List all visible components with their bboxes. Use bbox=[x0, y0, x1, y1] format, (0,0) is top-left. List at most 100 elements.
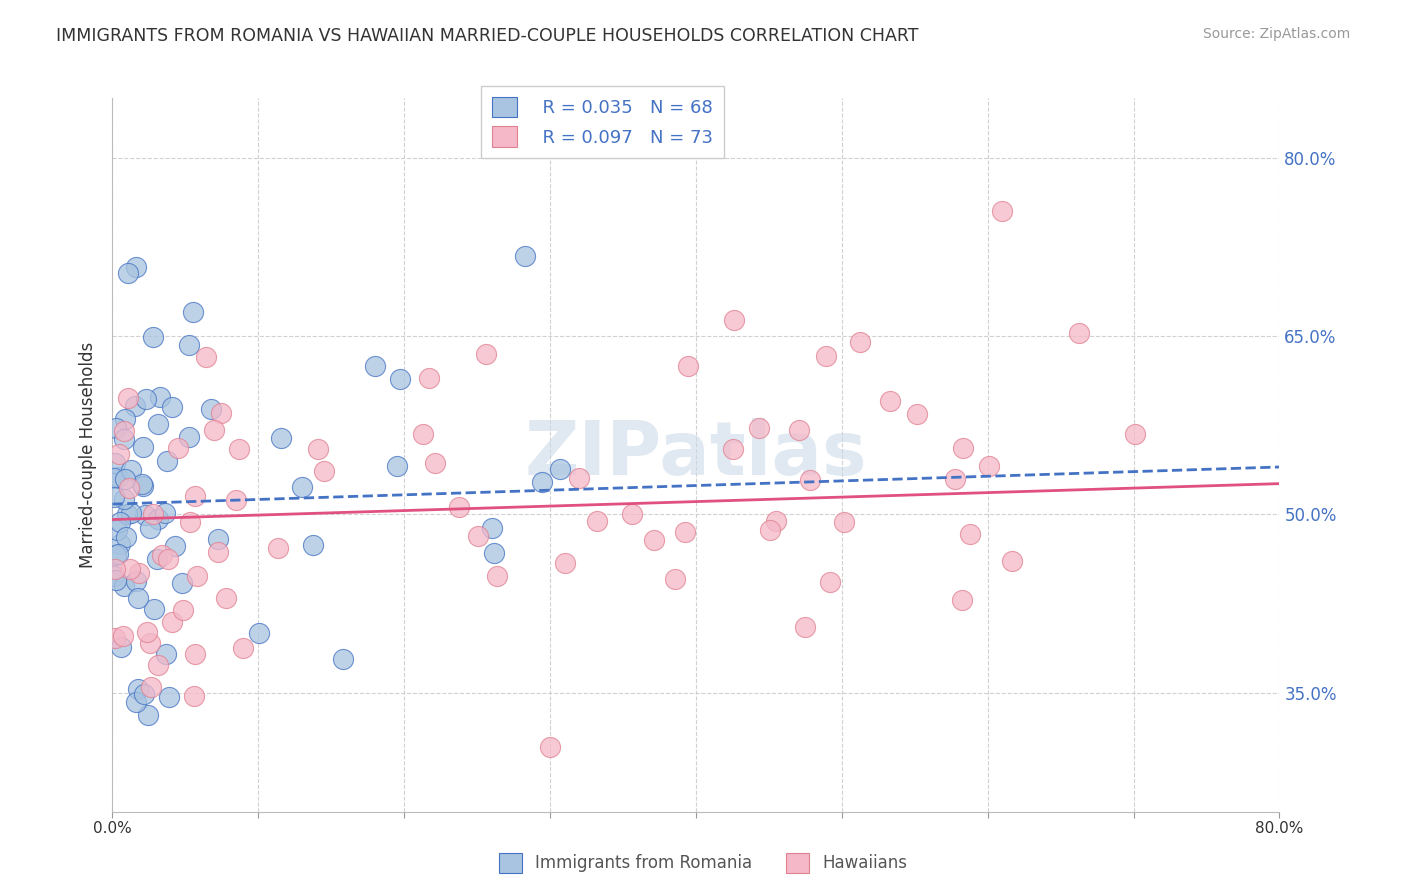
Point bbox=[157, 690, 180, 705]
Point bbox=[107, 470, 129, 484]
Point bbox=[117, 391, 139, 405]
Point bbox=[799, 473, 821, 487]
Point bbox=[209, 406, 232, 420]
Point bbox=[643, 533, 665, 547]
Point bbox=[148, 512, 170, 526]
Point bbox=[146, 417, 169, 432]
Point bbox=[482, 546, 505, 560]
Point bbox=[132, 440, 155, 454]
Point bbox=[179, 515, 201, 529]
Text: Source: ZipAtlas.com: Source: ZipAtlas.com bbox=[1202, 27, 1350, 41]
Point bbox=[530, 475, 553, 489]
Point bbox=[486, 569, 509, 583]
Point bbox=[135, 392, 157, 407]
Point bbox=[586, 514, 609, 528]
Point bbox=[1000, 554, 1022, 568]
Point bbox=[131, 476, 153, 491]
Point bbox=[513, 249, 536, 263]
Point bbox=[127, 591, 149, 605]
Point bbox=[142, 507, 165, 521]
Point bbox=[166, 441, 188, 455]
Point bbox=[125, 574, 148, 589]
Point bbox=[142, 330, 165, 344]
Point bbox=[247, 625, 270, 640]
Point bbox=[1123, 426, 1146, 441]
Point bbox=[943, 472, 966, 486]
Point bbox=[150, 548, 173, 562]
Point bbox=[134, 508, 156, 523]
Point bbox=[363, 359, 385, 373]
Point bbox=[114, 411, 136, 425]
Point bbox=[332, 652, 354, 666]
Text: 80.0%: 80.0% bbox=[1256, 822, 1303, 836]
Text: ZIPatlas: ZIPatlas bbox=[524, 418, 868, 491]
Point bbox=[139, 681, 162, 695]
Point bbox=[156, 454, 179, 468]
Point bbox=[548, 461, 571, 475]
Point bbox=[160, 615, 183, 629]
Point bbox=[447, 500, 470, 514]
Point bbox=[103, 490, 125, 504]
Point bbox=[172, 603, 194, 617]
Point bbox=[170, 576, 193, 591]
Point bbox=[820, 575, 842, 590]
Point bbox=[179, 430, 201, 444]
Point bbox=[124, 260, 146, 274]
Point bbox=[195, 350, 218, 364]
Text: 0.0%: 0.0% bbox=[93, 822, 132, 836]
Point bbox=[104, 457, 127, 471]
Point bbox=[879, 394, 901, 409]
Point bbox=[554, 556, 576, 570]
Point bbox=[387, 459, 409, 474]
Point bbox=[112, 579, 135, 593]
Point bbox=[267, 541, 290, 555]
Point bbox=[128, 566, 150, 580]
Point bbox=[107, 547, 129, 561]
Point bbox=[112, 629, 135, 643]
Point bbox=[124, 695, 146, 709]
Y-axis label: Married-couple Households: Married-couple Households bbox=[79, 342, 97, 568]
Point bbox=[153, 506, 176, 520]
Point bbox=[124, 399, 146, 413]
Point bbox=[959, 527, 981, 541]
Point bbox=[723, 442, 745, 456]
Point bbox=[765, 514, 787, 528]
Point bbox=[225, 493, 247, 508]
Point bbox=[849, 334, 872, 349]
Point bbox=[481, 521, 503, 535]
Point bbox=[312, 464, 335, 478]
Point bbox=[412, 426, 434, 441]
Point bbox=[112, 432, 135, 446]
Point bbox=[135, 624, 157, 639]
Point bbox=[108, 516, 131, 530]
Point bbox=[146, 551, 169, 566]
Legend:   R = 0.035   N = 68,   R = 0.097   N = 73: R = 0.035 N = 68, R = 0.097 N = 73 bbox=[481, 86, 724, 158]
Point bbox=[664, 573, 686, 587]
Point bbox=[991, 204, 1014, 219]
Point bbox=[120, 462, 142, 476]
Point bbox=[148, 657, 170, 672]
Point bbox=[215, 591, 238, 606]
Point bbox=[467, 529, 489, 543]
Point bbox=[120, 506, 142, 520]
Point bbox=[794, 620, 817, 634]
Point bbox=[758, 523, 780, 537]
Point bbox=[138, 521, 160, 535]
Point bbox=[207, 545, 229, 559]
Point bbox=[207, 533, 229, 547]
Point bbox=[138, 708, 160, 723]
Point bbox=[787, 423, 810, 437]
Point bbox=[105, 420, 128, 434]
Point bbox=[200, 402, 222, 417]
Point bbox=[156, 552, 179, 566]
Point bbox=[108, 447, 131, 461]
Text: IMMIGRANTS FROM ROMANIA VS HAWAIIAN MARRIED-COUPLE HOUSEHOLDS CORRELATION CHART: IMMIGRANTS FROM ROMANIA VS HAWAIIAN MARR… bbox=[56, 27, 918, 45]
Point bbox=[104, 549, 127, 563]
Point bbox=[977, 459, 1000, 474]
Point bbox=[202, 423, 225, 437]
Point bbox=[621, 508, 644, 522]
Point bbox=[114, 473, 136, 487]
Point bbox=[155, 647, 177, 661]
Point bbox=[103, 562, 125, 576]
Point bbox=[115, 530, 138, 544]
